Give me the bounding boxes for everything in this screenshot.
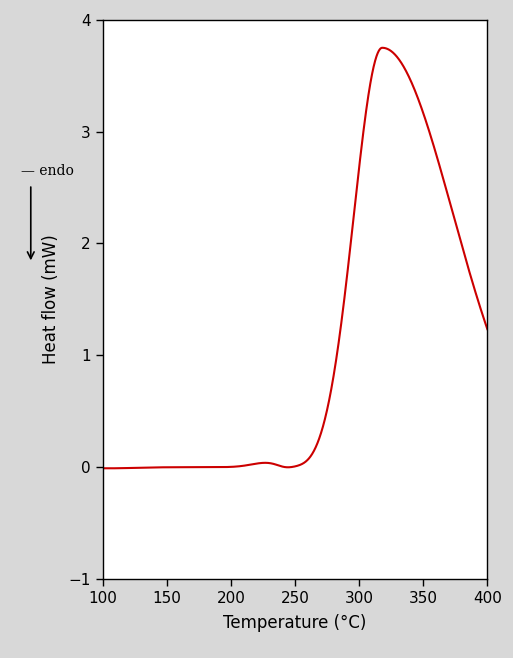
Y-axis label: Heat flow (mW): Heat flow (mW) bbox=[42, 234, 60, 365]
X-axis label: Temperature (°C): Temperature (°C) bbox=[223, 614, 367, 632]
Text: — endo: — endo bbox=[21, 164, 73, 178]
